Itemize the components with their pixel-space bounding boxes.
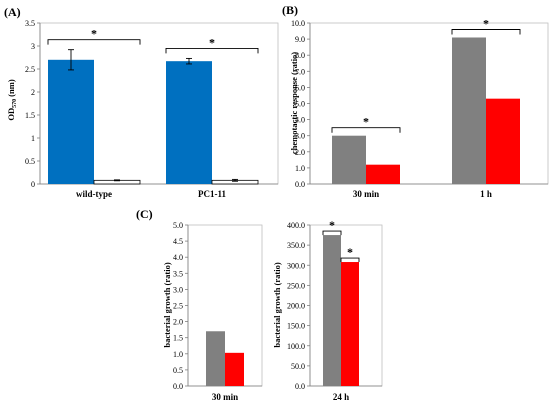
panel-label-c: (C) xyxy=(136,207,153,221)
chart-a-bar xyxy=(48,59,94,184)
chart-a-ylabel: OD570 (nm) xyxy=(6,79,18,121)
chart-b-ytick-label: 9.0 xyxy=(295,35,305,44)
chart-a-bar xyxy=(166,61,212,184)
chart-a-category-label: wild-type xyxy=(76,189,112,199)
chart-a-ytick-label: 3.5 xyxy=(25,19,35,28)
chart-c2-ytick-label: 250.0 xyxy=(287,281,305,290)
chart-b-significance-bracket xyxy=(331,127,401,133)
chart-b-ytick-label: 6.0 xyxy=(295,83,305,92)
chart-a-significance-star: * xyxy=(209,35,215,49)
chart-c2-ytick-label: 0.0 xyxy=(295,382,305,391)
chart-b-bar xyxy=(486,98,520,184)
chart-b-category-label: 30 min xyxy=(353,189,379,199)
chart-c2-significance-bracket xyxy=(340,257,360,263)
chart-b-ytick-label: 3.0 xyxy=(295,132,305,141)
chart-c1-ytick-label: 2.5 xyxy=(173,302,183,311)
chart-c1-ytick-label: 0.0 xyxy=(173,382,183,391)
chart-c2-bar xyxy=(323,235,341,386)
chart-c2-ytick-label: 50.0 xyxy=(291,362,305,371)
chart-c2-bar xyxy=(341,262,359,386)
chart-b-significance-bracket xyxy=(451,29,521,35)
chart-b-significance-star: * xyxy=(363,115,369,129)
chart-c1-ytick-label: 1.0 xyxy=(173,350,183,359)
chart-c-growth-24h: 0.0 50.0 100.0 150.0 200.0 250.0 300.0 350.0 400… xyxy=(287,218,383,402)
panel-label-a: (A) xyxy=(4,5,21,19)
chart-c1-ytick-label: 4.0 xyxy=(173,253,183,262)
chart-c1-ytick-label: 2.0 xyxy=(173,318,183,327)
chart-a-category-label: PC1-11 xyxy=(198,189,226,199)
chart-b-ytick-label: 10.0 xyxy=(291,19,305,28)
chart-a-significance-bracket xyxy=(165,47,259,54)
chart-c2-ytick-label: 100.0 xyxy=(287,342,305,351)
chart-b-ytick-label: 7.0 xyxy=(295,67,305,76)
chart-a-ytick-label: 3 xyxy=(31,42,35,51)
chart-b-ytick-label: 5.0 xyxy=(295,100,305,109)
chart-c-growth-30min: 0.0 0.5 1.0 1.5 2.0 2.5 3.0 3.5 4.0 4.5 5.0 30 min xyxy=(173,221,263,402)
chart-c1-bar xyxy=(206,331,225,386)
chart-b-ytick-label: 0.0 xyxy=(295,180,305,189)
chart-c2-ytick-label: 200.0 xyxy=(287,302,305,311)
chart-c2-ytick-label: 150.0 xyxy=(287,322,305,331)
chart-b-ytick-label: 4.0 xyxy=(295,116,305,125)
chart-c1-ytick-label: 5.0 xyxy=(173,221,183,230)
chart-c2-category-label: 24 h xyxy=(333,392,349,402)
chart-b-bar xyxy=(452,37,486,184)
chart-c2-ytick-label: 350.0 xyxy=(287,241,305,250)
chart-b-ytick-label: 2.0 xyxy=(295,148,305,157)
chart-a-ytick-label: 0.5 xyxy=(25,157,35,166)
chart-b-significance-star: * xyxy=(483,16,489,30)
chart-c2-ylabel: bacterial growth (ratio) xyxy=(272,262,282,347)
chart-c1-ytick-label: 1.5 xyxy=(173,334,183,343)
panel-label-b: (B) xyxy=(282,3,298,17)
chart-c1-bar xyxy=(225,352,244,386)
chart-c1-category-label: 30 min xyxy=(212,392,238,402)
chart-a-ytick-label: 1.5 xyxy=(25,111,35,120)
chart-b-ytick-label: 1.0 xyxy=(295,164,305,173)
chart-a-significance-star: * xyxy=(91,27,97,41)
chart-a-ytick-label: 1 xyxy=(31,134,35,143)
chart-c2-significance-bracket xyxy=(322,230,342,236)
chart-a-biofilm-od: 0 0.5 1 1.5 2 2.5 3 3.5 wild-type PC1-11 * * xyxy=(25,19,279,199)
chart-a-ytick-label: 2 xyxy=(31,88,35,97)
chart-a-ytick-label: 0 xyxy=(31,180,35,189)
chart-a-ytick-label: 2.5 xyxy=(25,65,35,74)
chart-c2-significance-star: * xyxy=(347,245,353,259)
chart-c1-ytick-label: 0.5 xyxy=(173,366,183,375)
chart-c1-ytick-label: 4.5 xyxy=(173,237,183,246)
chart-c1-ylabel: bacterial growth (ratio) xyxy=(162,262,172,347)
chart-c2-ytick-label: 300.0 xyxy=(287,261,305,270)
chart-c2-ytick-label: 400.0 xyxy=(287,221,305,230)
chart-b-bar xyxy=(366,164,400,184)
chart-b-ytick-label: 8.0 xyxy=(295,51,305,60)
chart-b-chemotactic-response: 0.0 1.0 2.0 3.0 4.0 5.0 6.0 7.0 8.0 9.0 10.0 30 min… xyxy=(291,16,549,199)
chart-b-category-label: 1 h xyxy=(480,189,492,199)
chart-b-bar xyxy=(332,135,366,184)
chart-c1-ytick-label: 3.5 xyxy=(173,269,183,278)
chart-c1-ytick-label: 3.0 xyxy=(173,285,183,294)
chart-a-significance-bracket xyxy=(47,39,141,45)
chart-b-ylabel: chemotactic response (ratio) xyxy=(289,52,299,154)
chart-c2-significance-star: * xyxy=(329,218,335,232)
